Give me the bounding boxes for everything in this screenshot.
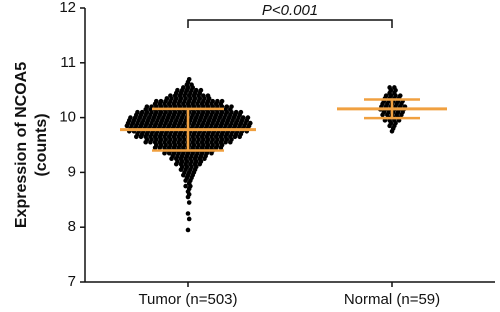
x-tick-label: Normal (n=59) <box>344 291 440 308</box>
dot <box>248 120 253 126</box>
dot <box>183 183 188 189</box>
dot <box>198 87 204 93</box>
y-tick-label: 11 <box>60 54 76 71</box>
dot <box>175 87 180 93</box>
annotation: P<0.001 <box>262 2 318 19</box>
dot <box>185 211 191 216</box>
dot <box>238 109 244 115</box>
y-axis-label: Expression of NCOA5 <box>13 62 30 228</box>
dot <box>205 93 211 98</box>
dot <box>219 98 225 104</box>
dot <box>224 104 230 109</box>
dot <box>158 98 164 104</box>
dot <box>128 115 133 120</box>
dot <box>135 109 140 115</box>
y-tick-label: 8 <box>68 218 76 235</box>
dot <box>189 82 194 88</box>
dot <box>168 93 173 98</box>
significance-bracket <box>187 19 393 28</box>
dot <box>186 76 192 82</box>
y-axis-label: (counts) <box>33 113 50 176</box>
dot <box>154 98 159 104</box>
dot <box>201 93 206 98</box>
y-tick-label: 12 <box>59 0 76 16</box>
y-tick-label: 10 <box>59 109 76 126</box>
dot <box>383 93 389 98</box>
dot <box>139 109 145 115</box>
dot <box>181 85 186 90</box>
dot <box>186 216 192 222</box>
dot <box>185 227 191 233</box>
dot <box>210 98 215 104</box>
dot <box>245 115 251 120</box>
y-tick-label: 9 <box>68 163 76 180</box>
dot <box>397 93 403 98</box>
dot <box>186 200 192 205</box>
dot <box>392 85 397 90</box>
dot <box>215 98 220 104</box>
dot <box>193 87 199 93</box>
y-tick-label: 7 <box>68 273 76 290</box>
dot <box>229 104 234 109</box>
dot <box>164 96 170 101</box>
dot <box>240 115 246 120</box>
x-tick-label: Tumor (n=503) <box>138 291 237 308</box>
dot <box>144 104 150 109</box>
dot <box>233 109 239 115</box>
dot <box>387 85 392 90</box>
